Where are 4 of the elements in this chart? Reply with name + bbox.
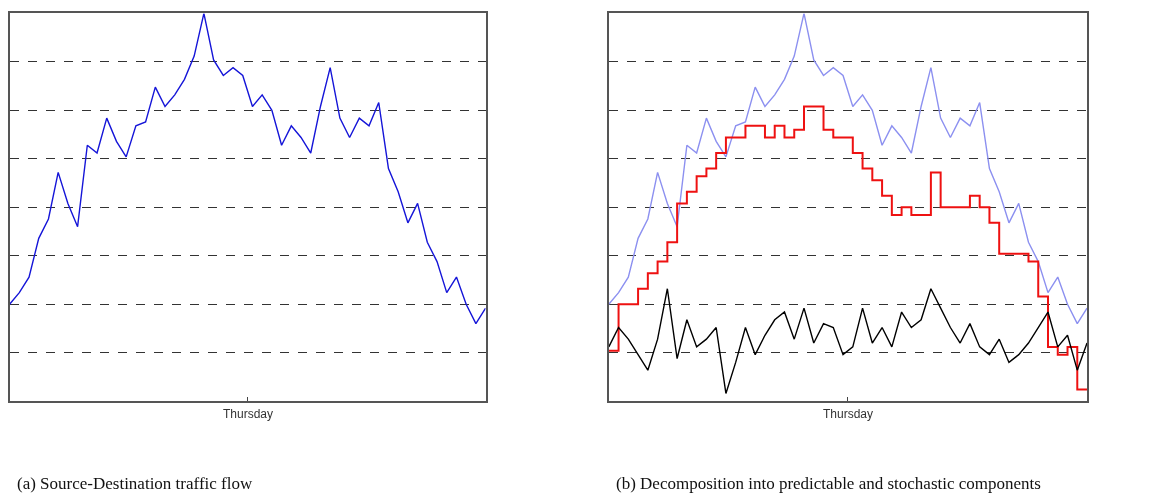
text: (b) Decomposition into predictable and stochastic components — [616, 474, 1041, 493]
text: Thursday — [823, 407, 874, 421]
text: Thursday — [223, 407, 274, 421]
text: (a) Source-Destination traffic flow — [17, 474, 253, 493]
